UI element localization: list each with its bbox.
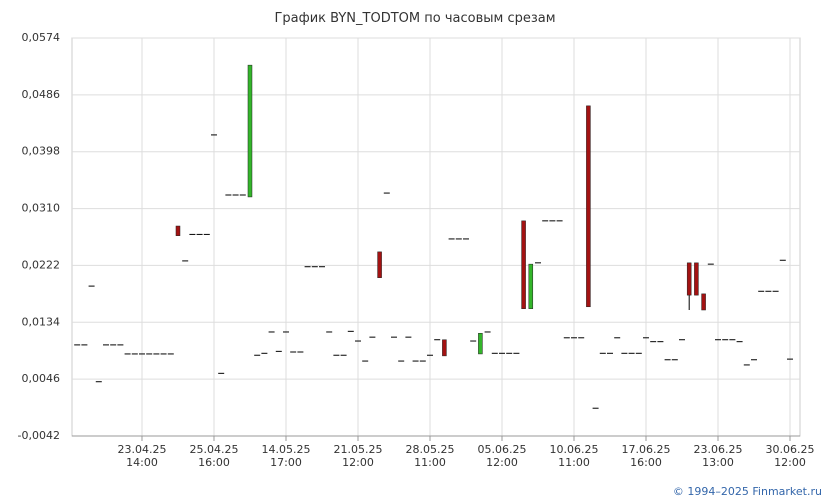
candle-body: [478, 333, 483, 355]
x-tick-label: 21.05.25 12:00: [333, 443, 383, 469]
y-tick-label: 0,0574: [22, 31, 61, 44]
chart-title: График BYN_TODTOM по часовым срезам: [274, 11, 556, 26]
x-tick-label: 25.04.25 16:00: [189, 443, 239, 469]
x-tick-label: 30.06.25 12:00: [765, 443, 815, 469]
candle-body: [694, 262, 699, 296]
candle-body: [175, 225, 181, 236]
footer[interactable]: © 1994–2025 Finmarket.ru: [672, 485, 822, 498]
y-tick-label: 0,0046: [22, 372, 61, 385]
candle-body: [521, 220, 526, 309]
x-tick-label: 17.06.25 16:00: [621, 443, 671, 469]
candle-body: [686, 262, 692, 296]
candle-body: [701, 293, 706, 311]
x-tick-label: 23.06.25 13:00: [693, 443, 743, 469]
x-tick-label: 28.05.25 11:00: [405, 443, 455, 469]
candle-body: [586, 105, 591, 308]
candle-body: [377, 251, 382, 278]
plot-area: [71, 37, 801, 437]
y-tick-label: 0,0486: [22, 88, 61, 101]
y-tick-label: 0,0134: [22, 315, 61, 328]
candle-body: [442, 339, 447, 357]
candle-body: [528, 263, 534, 309]
x-tick-label: 05.06.25 12:00: [477, 443, 527, 469]
y-tick-label: -0,0042: [18, 429, 60, 442]
x-tick-label: 14.05.25 17:00: [261, 443, 311, 469]
candle-body: [247, 64, 253, 198]
x-tick-label: 10.06.25 11:00: [549, 443, 599, 469]
y-tick-label: 0,0398: [22, 145, 61, 158]
x-tick-label: 23.04.25 14:00: [117, 443, 167, 469]
y-tick-label: 0,0222: [22, 258, 61, 271]
y-tick-label: 0,0310: [22, 202, 61, 215]
